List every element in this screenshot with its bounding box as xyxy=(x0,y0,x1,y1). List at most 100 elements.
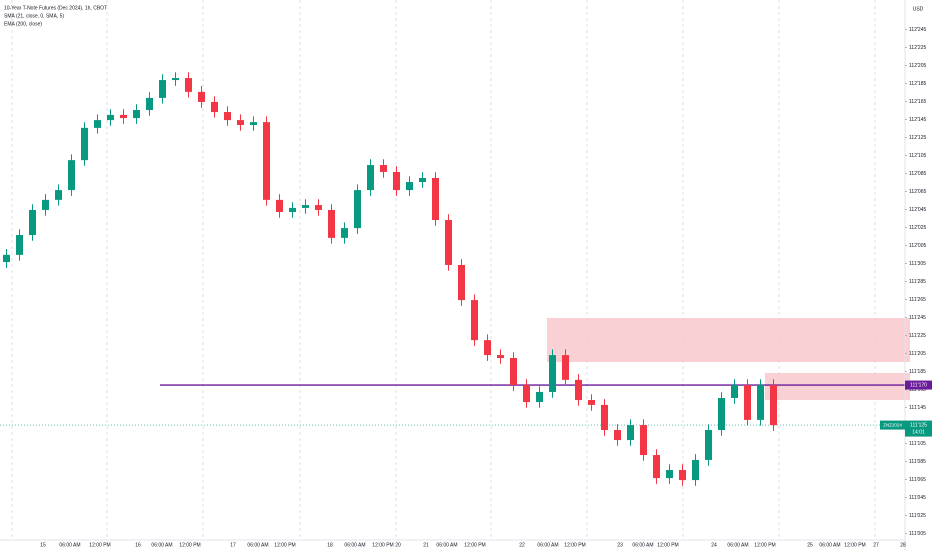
y-tick-label: 112'005 xyxy=(909,243,926,249)
candle-body xyxy=(81,127,88,161)
candle-body xyxy=(770,385,777,426)
x-tick-label: 06:00 AM xyxy=(819,542,840,548)
candle-body xyxy=(445,220,452,265)
y-tick-label: 111'025 xyxy=(909,513,926,519)
candle-body xyxy=(575,379,582,401)
x-tick-label: 18 xyxy=(327,542,333,548)
y-tick-label: 111'265 xyxy=(909,297,926,303)
currency: USD xyxy=(913,6,924,12)
x-tick-label: 06:00 AM xyxy=(632,542,653,548)
y-tick-label: 111'185 xyxy=(909,369,926,375)
y-tick-label: 111'145 xyxy=(909,405,926,411)
x-tick-label: 06:00 AM xyxy=(537,542,558,548)
candle-body xyxy=(380,165,387,172)
y-tick-label: 112'145 xyxy=(909,117,926,123)
candle-body xyxy=(42,199,49,210)
y-tick-label: 112'205 xyxy=(909,63,926,69)
candle-body xyxy=(523,385,530,403)
y-tick-label: 111'045 xyxy=(909,495,926,501)
y-tick-label: 111'065 xyxy=(909,477,926,483)
y-tick-label: 111'205 xyxy=(909,351,926,357)
x-tick-label: 12:00 PM xyxy=(754,542,775,548)
x-tick-label: 12:00 PM xyxy=(464,542,485,548)
y-tick-label: 112'125 xyxy=(909,135,926,141)
x-tick-label: 12:00 PM xyxy=(89,542,110,548)
supply-zone xyxy=(765,372,910,401)
x-tick-label: 06:00 AM xyxy=(59,542,80,548)
x-tick-label: 28 xyxy=(900,542,906,548)
candle-body xyxy=(354,190,361,229)
candle-body xyxy=(120,114,127,119)
candle-body xyxy=(757,385,764,420)
candle-body xyxy=(471,300,478,341)
candle-body xyxy=(133,110,140,119)
candle-body xyxy=(16,235,23,255)
candle-body xyxy=(224,112,231,121)
last-price-label: 111'125 xyxy=(910,422,927,428)
countdown: 14:01 xyxy=(912,429,925,435)
x-tick-label: 06:00 AM xyxy=(247,542,268,548)
candle-body xyxy=(614,429,621,441)
candle-body xyxy=(146,97,153,111)
y-tick-label: 111'305 xyxy=(909,261,926,267)
candle-body xyxy=(263,122,270,200)
candle-body xyxy=(107,114,114,121)
candle-body xyxy=(55,190,62,200)
candle-body xyxy=(705,429,712,460)
y-tick-label: 112'025 xyxy=(909,225,926,231)
candle-body xyxy=(367,165,374,191)
candle-body xyxy=(640,425,647,456)
candle-body xyxy=(29,209,36,236)
x-tick-label: 17 xyxy=(230,542,236,548)
x-tick-label: 21 xyxy=(423,542,429,548)
candle-body xyxy=(302,205,309,208)
x-tick-label: 20 xyxy=(395,542,401,548)
x-tick-label: 24 xyxy=(711,542,717,548)
candle-body xyxy=(744,385,751,420)
chart-title: 10-Year T-Note Futures (Dec 2024), 1h, C… xyxy=(4,5,107,11)
x-tick-label: 12:00 PM xyxy=(274,542,295,548)
y-tick-label: 111'225 xyxy=(909,333,926,339)
candle-body xyxy=(536,391,543,403)
candle-body xyxy=(627,425,634,441)
candle-body xyxy=(276,199,283,212)
candle-body xyxy=(94,120,101,128)
candle-body xyxy=(666,470,673,479)
candle-body xyxy=(237,120,244,125)
candle-body xyxy=(653,455,660,479)
y-tick-label: 112'185 xyxy=(909,81,926,87)
candle-body xyxy=(328,209,335,238)
candle-body xyxy=(510,357,517,386)
indicator: EMA (200, close) xyxy=(4,21,42,27)
candle-body xyxy=(731,385,738,399)
candle-body xyxy=(315,205,322,210)
y-tick-label: 111'005 xyxy=(909,531,926,537)
candle-body xyxy=(497,355,504,358)
candle-body xyxy=(68,160,75,191)
y-tick-label: 111'245 xyxy=(909,315,926,321)
y-tick-label: 111'105 xyxy=(909,441,926,447)
x-tick-label: 06:00 AM xyxy=(727,542,748,548)
candle-body xyxy=(198,91,205,102)
price-line-label: 111'170 xyxy=(910,382,927,388)
y-tick-label: 112'045 xyxy=(909,207,926,213)
candle-body xyxy=(393,171,400,191)
x-tick-label: 12:00 PM xyxy=(372,542,393,548)
y-tick-label: 112'065 xyxy=(909,189,926,195)
candle-body xyxy=(250,122,257,125)
candle-body xyxy=(211,101,218,113)
price-axis: 112'245 112'225 112'205 112'185 112'165 112'1… xyxy=(905,27,926,537)
candle-body xyxy=(588,400,595,405)
supply-zone xyxy=(547,317,910,363)
x-tick-label: 23 xyxy=(617,542,623,548)
candle-body xyxy=(484,340,491,356)
y-tick-label: 112'085 xyxy=(909,171,926,177)
x-tick-label: 16 xyxy=(135,542,141,548)
x-tick-label: 12:00 PM xyxy=(179,542,200,548)
candle-body xyxy=(289,207,296,212)
grid xyxy=(11,0,876,540)
x-tick-label: 12:00 PM xyxy=(844,542,865,548)
candle-body xyxy=(679,470,686,481)
